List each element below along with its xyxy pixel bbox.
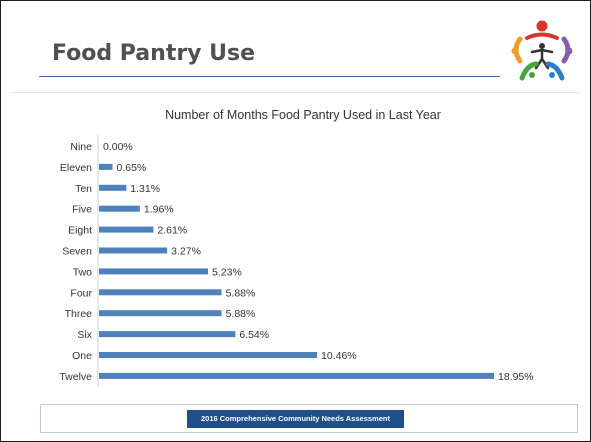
data-label: 18.95% — [498, 371, 534, 383]
category-label: Seven — [62, 246, 92, 258]
bar — [99, 268, 209, 275]
data-label: 0.00% — [103, 141, 133, 153]
footer-banner: 2016 Comprehensive Community Needs Asses… — [187, 410, 404, 428]
category-label: Ten — [75, 183, 92, 195]
bar — [99, 205, 140, 212]
bar — [99, 226, 154, 233]
bar — [99, 372, 494, 379]
category-label: Three — [65, 308, 93, 320]
data-label: 6.54% — [239, 329, 269, 341]
chart-title: Number of Months Food Pantry Used in Las… — [165, 108, 441, 122]
data-label: 0.65% — [117, 162, 147, 174]
data-label: 10.46% — [321, 350, 357, 362]
community-people-icon — [511, 20, 573, 81]
category-label: Nine — [70, 141, 92, 153]
slide-title: Food Pantry Use — [52, 41, 256, 66]
bar — [99, 289, 222, 296]
chart-area: Number of Months Food Pantry Used in Las… — [11, 92, 580, 441]
bar-chart: Number of Months Food Pantry Used in Las… — [59, 108, 534, 387]
title-underline — [39, 76, 500, 77]
category-label: Twelve — [59, 371, 92, 383]
bar — [99, 184, 127, 191]
footer-box: 2016 Comprehensive Community Needs Asses… — [40, 404, 578, 433]
data-label: 1.96% — [144, 204, 174, 216]
category-label: Five — [72, 204, 92, 216]
data-label: 1.31% — [130, 183, 160, 195]
data-label: 5.88% — [226, 287, 256, 299]
category-label: Two — [73, 266, 92, 278]
bar — [99, 352, 318, 358]
bar — [99, 247, 168, 254]
category-label: Four — [70, 287, 92, 299]
category-label: Eight — [68, 225, 92, 237]
bar — [99, 331, 236, 338]
data-label: 3.27% — [171, 246, 201, 258]
bar — [99, 310, 222, 317]
category-label: Eleven — [60, 162, 92, 174]
category-label: Six — [77, 329, 92, 341]
data-label: 5.23% — [212, 266, 242, 278]
bar — [99, 163, 113, 170]
category-label: One — [72, 350, 92, 362]
data-label: 5.88% — [226, 308, 256, 320]
data-label: 2.61% — [157, 225, 187, 237]
